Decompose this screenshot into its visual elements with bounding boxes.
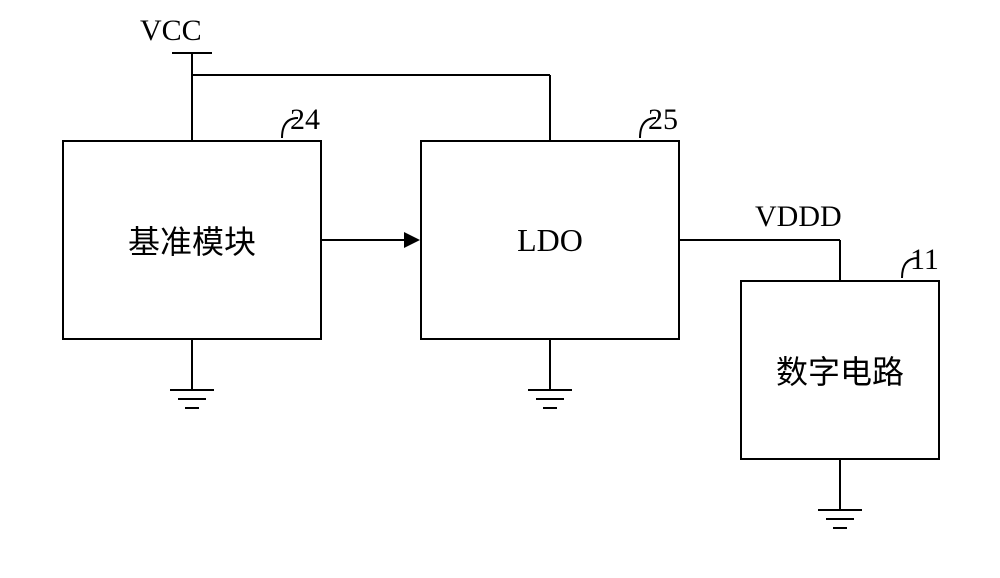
vddd-label: VDDD	[755, 200, 842, 234]
ldo-tag: 25	[648, 103, 678, 137]
digital-circuit-block: 数字电路	[740, 280, 940, 460]
digital-circuit-tag: 11	[910, 243, 939, 277]
diagram-canvas: VCC VDDD 基准模块 24 LDO 25 数字电路 11	[0, 0, 1000, 578]
reference-module-block: 基准模块	[62, 140, 322, 340]
vcc-label: VCC	[140, 14, 202, 48]
reference-module-text: 基准模块	[128, 217, 256, 263]
ldo-block: LDO	[420, 140, 680, 340]
ldo-text: LDO	[517, 222, 583, 259]
digital-circuit-text: 数字电路	[776, 347, 904, 393]
reference-module-tag: 24	[290, 103, 320, 137]
